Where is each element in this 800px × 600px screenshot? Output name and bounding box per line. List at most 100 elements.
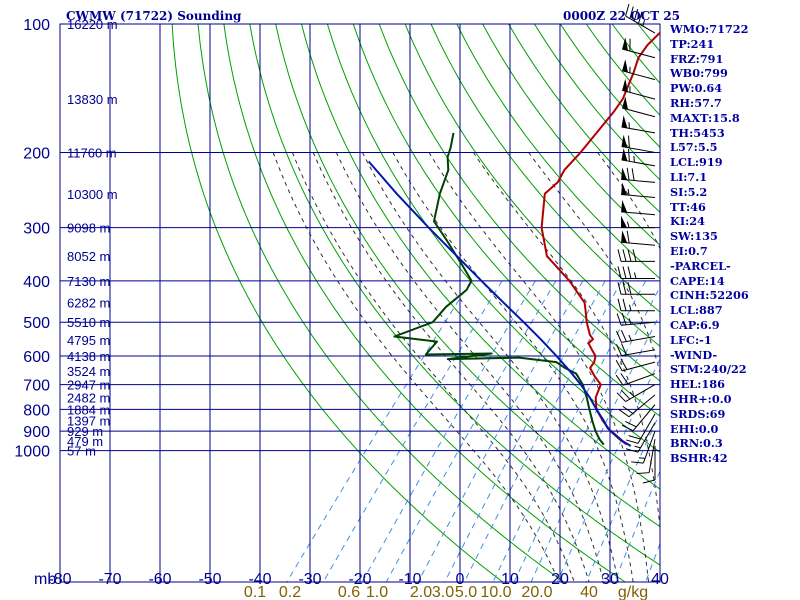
- wind-barb-pennant: [622, 37, 628, 51]
- wind-barb-flag: [616, 344, 622, 356]
- dry-adiabat-line: [326, 24, 660, 453]
- wind-barb: [622, 37, 656, 59]
- height-label: 7130 m: [67, 274, 110, 289]
- height-label: 1884 m: [67, 402, 110, 417]
- moist-adiabat-line: [361, 152, 619, 582]
- wind-barb-staff: [648, 439, 656, 473]
- wind-barb-halfflag: [634, 272, 637, 279]
- wind-barb: [631, 430, 656, 464]
- index-entry: CINH:52206: [670, 288, 749, 303]
- wind-barb-flag: [617, 298, 622, 311]
- wind-barb: [625, 422, 656, 453]
- dry-adiabat-line: [223, 24, 626, 582]
- wind-barb: [615, 373, 656, 386]
- wind-barb-staff: [621, 335, 656, 343]
- moist-adiabat-line: [428, 152, 650, 582]
- index-entry: SW:135: [670, 229, 718, 244]
- dry-adiabats: [171, 24, 660, 582]
- temperature-tick-label: 0: [456, 571, 465, 588]
- wind-barb-pennant: [621, 182, 628, 195]
- wind-barb-staff: [621, 193, 656, 198]
- wind-barb-pennant: [621, 167, 628, 180]
- pressure-tick-label: 400: [23, 274, 50, 291]
- wind-barb-halfflag: [627, 189, 630, 196]
- wind-barb: [617, 266, 655, 280]
- index-entry: EI:0.7: [670, 243, 708, 258]
- wind-barb-pennant: [621, 230, 628, 243]
- wind-barb-staff: [637, 413, 656, 444]
- wind-barb: [617, 282, 655, 295]
- wind-barb-flag: [622, 266, 627, 279]
- wind-barb-staff: [621, 211, 656, 216]
- height-label: 16220 m: [67, 17, 118, 32]
- temperature-tick-label: -60: [148, 571, 171, 588]
- mixing-ratio-line: [361, 280, 536, 582]
- height-label: 1397 m: [67, 414, 110, 429]
- dewpoint-trace: [393, 132, 605, 446]
- wind-barb-halfflag: [642, 19, 646, 27]
- mixing-ratio-line: [385, 280, 557, 582]
- height-label: 9098 m: [67, 221, 110, 236]
- wind-barb-staff: [642, 430, 656, 464]
- height-label: 3524 m: [67, 364, 110, 379]
- wind-barb: [621, 134, 656, 153]
- mixing-ratio-line: [322, 280, 503, 582]
- pressure-tick-label: 700: [23, 378, 50, 395]
- temperature-tick-label: 40: [651, 571, 669, 588]
- wind-barb-staff: [625, 384, 656, 403]
- height-label: 57 m: [67, 444, 96, 459]
- wind-barb-flag: [628, 435, 641, 440]
- wind-barb-flag: [615, 374, 624, 386]
- mixing-ratio-line: [645, 542, 660, 582]
- pressure-tick-label: 200: [23, 145, 50, 162]
- mixing-ratio-label: 2.0: [410, 584, 432, 600]
- wind-barb-flag: [618, 409, 630, 418]
- wind-barb-flag: [632, 249, 637, 262]
- pressure-tick-label: 1000: [14, 444, 50, 461]
- wind-barb-pennant: [622, 96, 628, 110]
- index-entry: SRDS:69: [670, 406, 726, 421]
- index-entry: TH:5453: [670, 125, 725, 140]
- dry-adiabat-line: [301, 24, 660, 490]
- wind-barb-flag: [636, 472, 650, 475]
- wind-barb-halfflag: [627, 221, 630, 228]
- temperature-trace: [540, 31, 660, 446]
- index-entry: RH:57.7: [670, 95, 722, 110]
- height-label: 2482 m: [67, 390, 110, 405]
- height-label: 13830 m: [67, 92, 118, 107]
- wind-barb: [616, 384, 656, 403]
- dry-adiabat-line: [249, 24, 660, 566]
- wind-barb: [621, 199, 656, 216]
- wind-barb-pennant: [621, 148, 628, 161]
- wind-barb-pennant: [621, 115, 628, 129]
- wind-barb-halfflag: [638, 457, 646, 459]
- wind-barb-halfflag: [629, 304, 632, 311]
- wind-barb: [615, 358, 656, 372]
- index-entry: MAXT:15.8: [670, 110, 740, 125]
- wind-barb-staff: [632, 404, 656, 431]
- wind-barb-flag: [622, 405, 634, 414]
- wind-barb-flag: [625, 4, 630, 17]
- index-entry: LFC:-1: [670, 332, 712, 347]
- wind-barb-flag: [617, 266, 622, 279]
- wind-barb: [616, 330, 656, 343]
- index-entry: PW:0.64: [670, 81, 723, 96]
- indices-panel: WMO:71722 TP:241 FRZ:791 WB0:799 PW:0.64 RH:5…: [670, 22, 798, 466]
- wind-barb-flag: [627, 249, 632, 262]
- temperature-tick-label: -50: [198, 571, 221, 588]
- mixing-ratio-line: [463, 280, 623, 582]
- index-entry: FRZ:791: [670, 51, 724, 66]
- index-entry: TT:46: [670, 199, 706, 214]
- wind-barb: [642, 445, 656, 484]
- wind-barb-flag: [622, 298, 627, 311]
- wind-barb-staff: [637, 422, 656, 453]
- wind-barb-flag: [625, 420, 637, 428]
- index-entry: LCL:887: [670, 303, 723, 318]
- height-label: 11760 m: [67, 145, 117, 160]
- mixing-ratio-line: [286, 280, 472, 582]
- wind-barb-flag: [638, 11, 643, 24]
- wind-barb-flag: [617, 249, 622, 262]
- wind-barb-staff: [628, 394, 656, 418]
- wind-barb-flag: [620, 389, 631, 400]
